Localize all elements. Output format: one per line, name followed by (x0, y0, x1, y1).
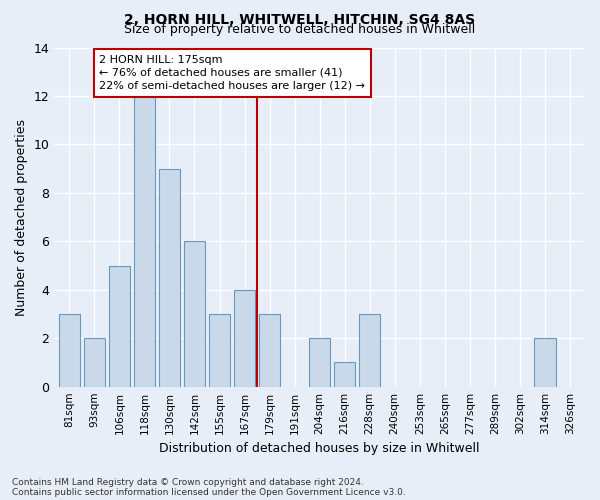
Text: Contains HM Land Registry data © Crown copyright and database right 2024.
Contai: Contains HM Land Registry data © Crown c… (12, 478, 406, 497)
Bar (184, 242, 205, 386)
Bar (334, 362, 355, 386)
Bar (209, 314, 230, 386)
Bar (359, 314, 380, 386)
Bar (134, 96, 155, 386)
Text: 2, HORN HILL, WHITWELL, HITCHIN, SG4 8AS: 2, HORN HILL, WHITWELL, HITCHIN, SG4 8AS (124, 12, 476, 26)
Bar (84, 338, 105, 386)
Bar (59, 314, 80, 386)
Bar (259, 314, 280, 386)
Bar (234, 290, 255, 386)
Text: 2 HORN HILL: 175sqm
← 76% of detached houses are smaller (41)
22% of semi-detach: 2 HORN HILL: 175sqm ← 76% of detached ho… (100, 55, 365, 91)
Text: Size of property relative to detached houses in Whitwell: Size of property relative to detached ho… (124, 22, 476, 36)
Y-axis label: Number of detached properties: Number of detached properties (15, 118, 28, 316)
Bar (109, 266, 130, 386)
Bar (309, 338, 330, 386)
X-axis label: Distribution of detached houses by size in Whitwell: Distribution of detached houses by size … (160, 442, 480, 455)
Bar (159, 168, 180, 386)
Bar (535, 338, 556, 386)
